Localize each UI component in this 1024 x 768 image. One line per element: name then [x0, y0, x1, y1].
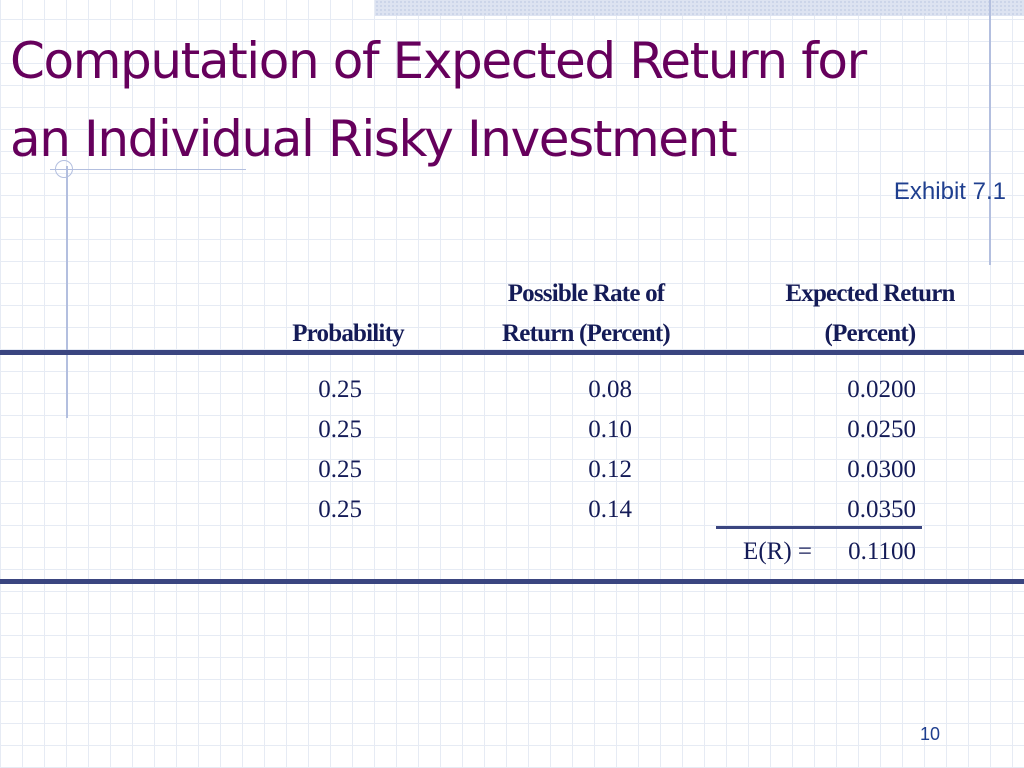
header-probability: Probability — [292, 320, 404, 347]
cell-expected-row2: 0.0250 — [847, 416, 916, 443]
cell-rate-row1: 0.08 — [588, 376, 632, 403]
header-possible-rate-line1: Possible Rate of — [507, 280, 665, 307]
header-possible-rate: Possible Rate of Return (Percent) — [450, 274, 722, 354]
cell-probability-row1: 0.25 — [318, 376, 362, 403]
cell-expected-row4: 0.0350 — [847, 496, 916, 523]
cell-expected-row1: 0.0200 — [847, 376, 916, 403]
slide-title: Computation of Expected Return for an In… — [10, 22, 1010, 178]
expected-return-total-value: 0.1100 — [848, 538, 916, 565]
table-bottom-rule — [0, 579, 1024, 584]
right-decorative-line — [989, 0, 991, 265]
top-decorative-band — [375, 0, 1024, 16]
cell-rate-row3: 0.12 — [588, 456, 632, 483]
exhibit-label: Exhibit 7.1 — [893, 178, 1006, 205]
cell-rate-row2: 0.10 — [588, 416, 632, 443]
cell-probability-row4: 0.25 — [318, 496, 362, 523]
table-top-rule — [0, 350, 1024, 355]
slide-title-line1: Computation of Expected Return for — [10, 32, 867, 90]
sum-rule — [716, 526, 922, 529]
cell-probability-row3: 0.25 — [318, 456, 362, 483]
crosshair-circle-icon — [55, 160, 73, 178]
cell-probability-row2: 0.25 — [318, 416, 362, 443]
header-possible-rate-line2: Return (Percent) — [502, 320, 671, 347]
left-decorative-line — [66, 166, 68, 418]
expected-return-total-label: E(R) = — [743, 538, 812, 565]
slide-title-line2: an Individual Risky Investment — [10, 110, 738, 168]
page-number: 10 — [919, 724, 940, 744]
cell-rate-row4: 0.14 — [588, 496, 632, 523]
title-underline-decoration — [50, 169, 246, 170]
header-expected-return-line2: (Percent) — [824, 320, 917, 347]
header-expected-return: Expected Return (Percent) — [730, 274, 1010, 354]
header-expected-return-line1: Expected Return — [785, 280, 955, 307]
cell-expected-row3: 0.0300 — [847, 456, 916, 483]
